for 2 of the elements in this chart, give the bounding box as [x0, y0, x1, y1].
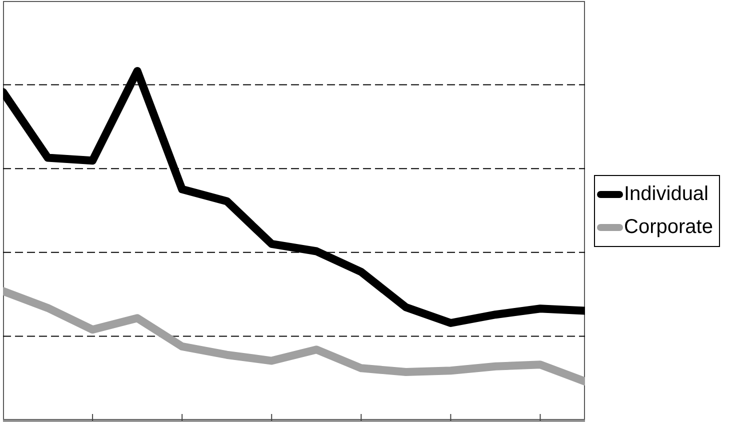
legend-label: Corporate — [624, 216, 713, 238]
legend-label: Individual — [624, 182, 709, 206]
